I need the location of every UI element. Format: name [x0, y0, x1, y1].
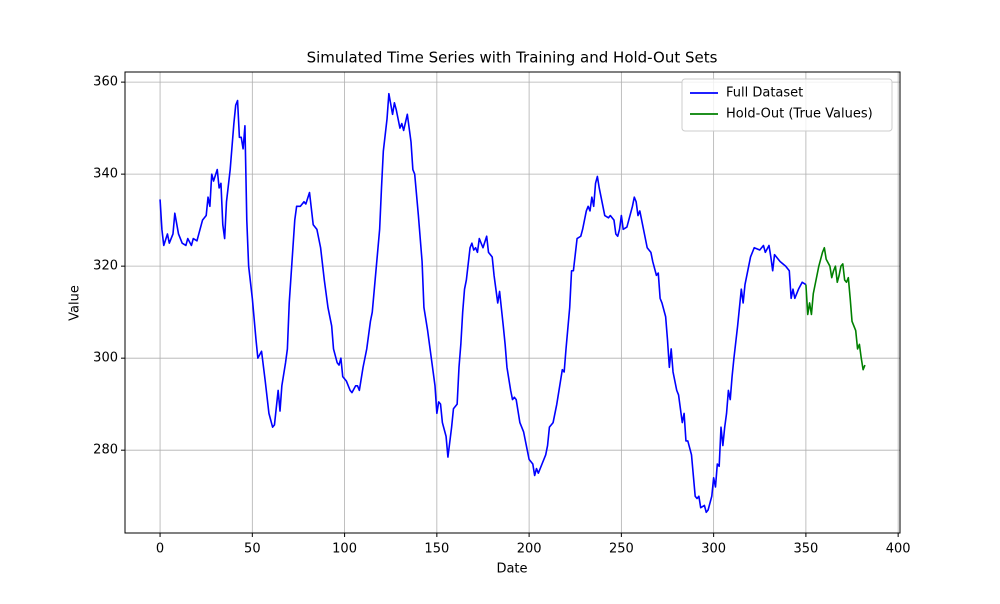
x-tick-label: 0: [156, 542, 164, 557]
y-tick-label: 340: [93, 167, 118, 182]
legend-label: Hold-Out (True Values): [726, 107, 873, 122]
x-tick-label: 300: [701, 542, 726, 557]
series-line: [159, 92, 807, 514]
y-axis-label: Value: [68, 285, 83, 321]
y-tick-label: 360: [93, 75, 118, 90]
x-tick-label: 250: [609, 542, 634, 557]
legend-label: Full Dataset: [726, 86, 803, 101]
x-tick-label: 100: [332, 542, 357, 557]
series-line: [805, 246, 866, 371]
plot-frame: [124, 71, 901, 534]
y-tick-label: 280: [93, 443, 118, 458]
legend-box: [681, 78, 893, 132]
x-tick-label: 200: [517, 542, 542, 557]
x-tick-label: 50: [244, 542, 261, 557]
y-tick-label: 300: [93, 351, 118, 366]
chart-title: Simulated Time Series with Training and …: [307, 49, 718, 67]
x-tick-label: 350: [793, 542, 818, 557]
x-tick-label: 400: [886, 542, 911, 557]
x-axis-label: Date: [496, 562, 527, 577]
x-tick-label: 150: [424, 542, 449, 557]
y-tick-label: 320: [93, 259, 118, 274]
